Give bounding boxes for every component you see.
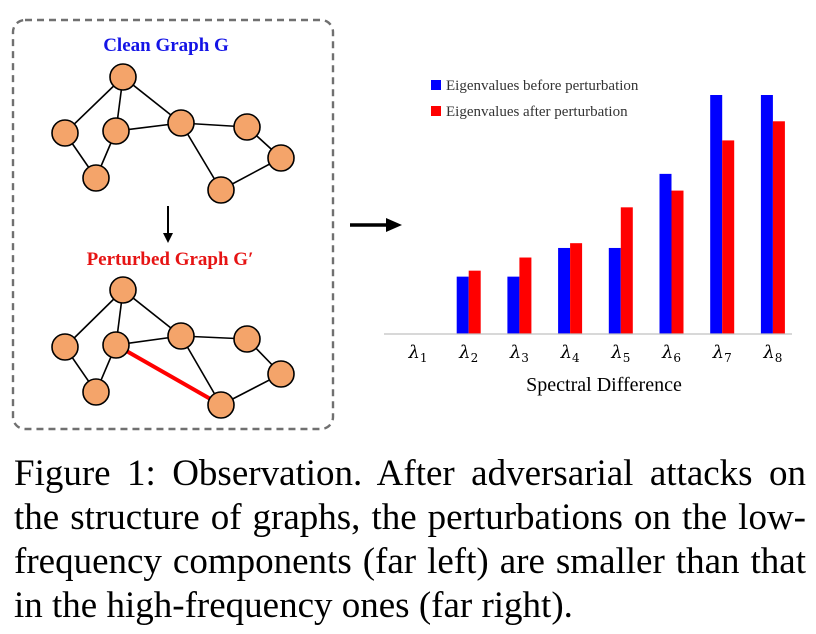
graph-node	[207, 391, 235, 419]
graph-node	[51, 119, 79, 147]
graph-node	[82, 378, 110, 406]
graph-node	[167, 109, 195, 137]
bar-before	[507, 276, 520, 334]
graph-node	[102, 117, 130, 145]
x-tick-label: λ4	[560, 342, 580, 365]
graph-node	[267, 360, 295, 388]
graph-node	[207, 176, 235, 204]
bar-after	[570, 243, 583, 334]
graph-node	[267, 144, 295, 172]
down-arrow-icon	[163, 206, 173, 243]
right-arrow-icon	[350, 218, 402, 232]
x-tick-label: λ7	[712, 342, 732, 365]
legend-swatch	[431, 80, 441, 90]
graph-node	[51, 333, 79, 361]
graph-node	[102, 331, 130, 359]
bar-before	[659, 173, 672, 334]
clean-graph	[51, 63, 295, 204]
bar-before	[558, 247, 571, 334]
perturbed-graph-title: Perturbed Graph G′	[87, 249, 254, 270]
perturbation-edge	[115, 343, 222, 407]
x-tick-label: λ8	[762, 342, 782, 365]
bar-after	[722, 140, 735, 334]
bar-before	[456, 276, 469, 334]
bar-after	[468, 270, 481, 334]
x-tick-label: λ1	[407, 342, 427, 365]
bar-after	[671, 190, 684, 334]
graph-node	[167, 322, 195, 350]
graph-node	[233, 325, 261, 353]
figure-caption: Figure 1: Observation. After adversarial…	[14, 453, 806, 626]
graph-node	[109, 276, 137, 304]
x-tick-label: λ6	[661, 342, 681, 365]
legend-swatch	[431, 106, 441, 116]
bar-after	[620, 207, 633, 334]
graph-node	[109, 63, 137, 91]
bar-before	[710, 95, 723, 334]
x-tick-label: λ2	[458, 342, 478, 365]
bar-after	[519, 257, 532, 334]
legend-label: Eigenvalues before perturbation	[446, 78, 639, 94]
graph-panel-border	[11, 18, 335, 431]
x-tick-label: λ3	[509, 342, 529, 365]
bar-before	[760, 95, 773, 334]
x-axis-label: Spectral Difference	[526, 374, 682, 396]
spectral-bar-chart: λ1 λ2 λ3 λ4 λ5 λ6 λ7 λ8 Spectral Difference Eig…	[384, 78, 792, 396]
figure: Clean Graph G Perturbed Graph G′	[11, 18, 792, 431]
perturbed-graph	[51, 276, 295, 419]
chart-legend: Eigenvalues before perturbation Eigenvalu…	[431, 78, 639, 120]
graph-node	[82, 164, 110, 192]
graph-node	[233, 113, 261, 141]
legend-label: Eigenvalues after perturbation	[446, 104, 628, 120]
bar-before	[608, 247, 621, 334]
x-tick-label: λ5	[610, 342, 630, 365]
clean-graph-title: Clean Graph G	[103, 35, 229, 56]
bar-after	[772, 121, 785, 334]
